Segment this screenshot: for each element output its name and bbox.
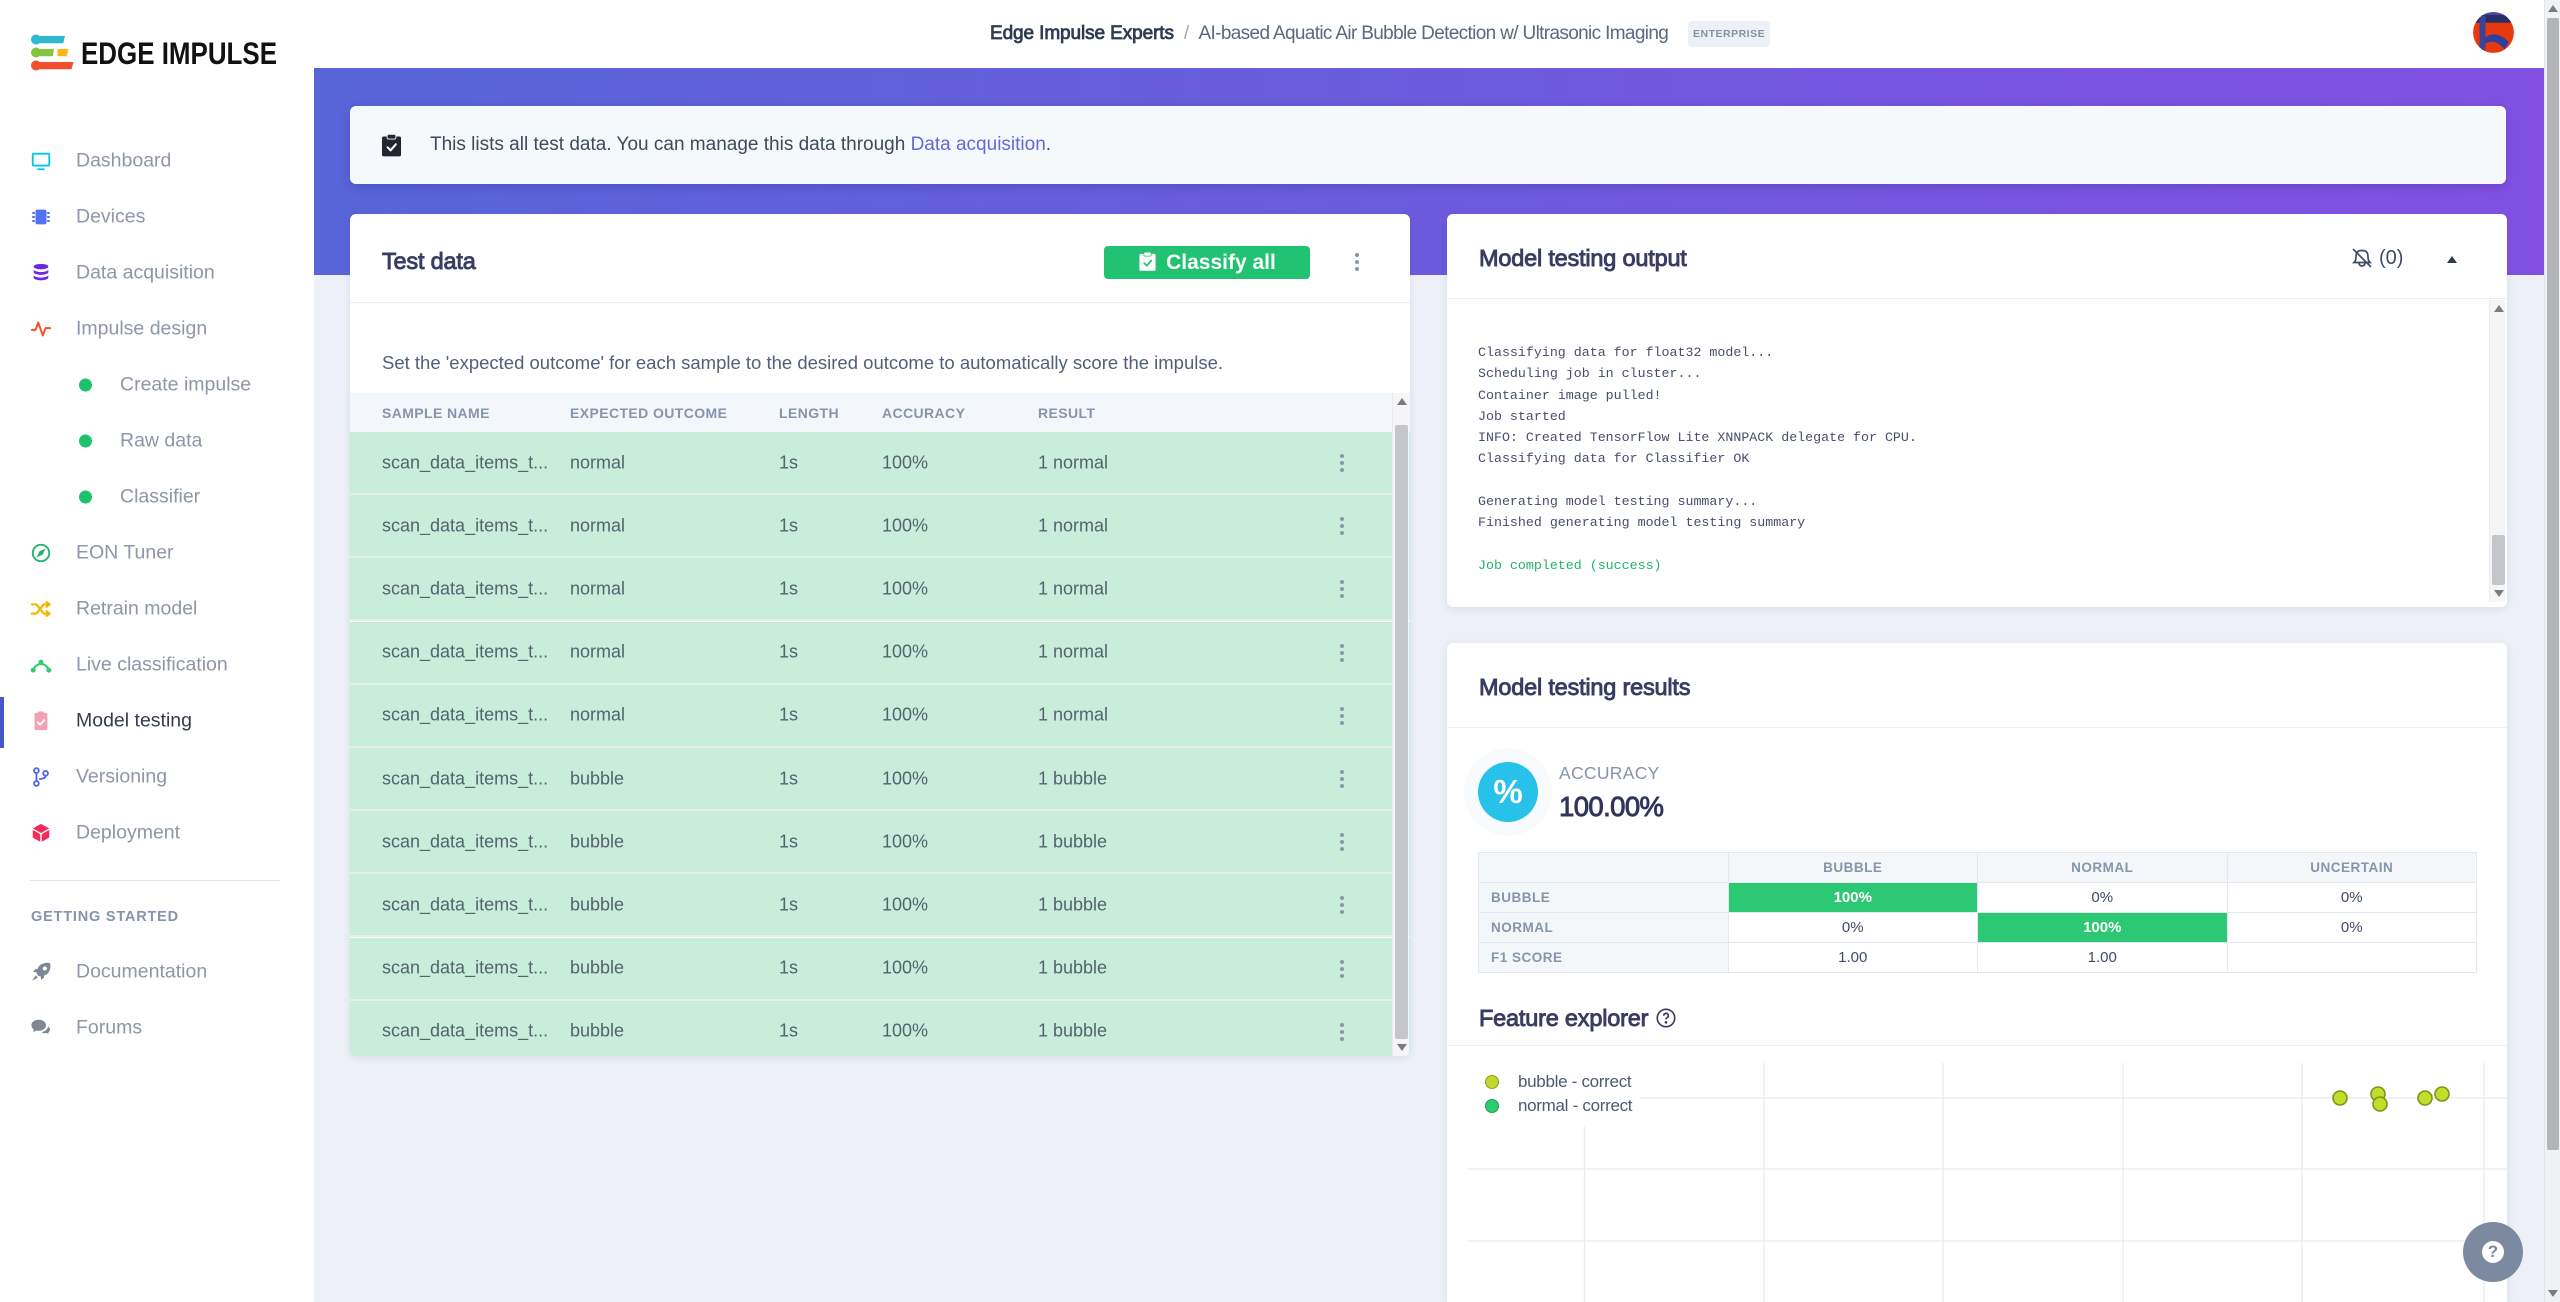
svg-text:EDGE IMPULSE: EDGE IMPULSE — [81, 35, 277, 71]
